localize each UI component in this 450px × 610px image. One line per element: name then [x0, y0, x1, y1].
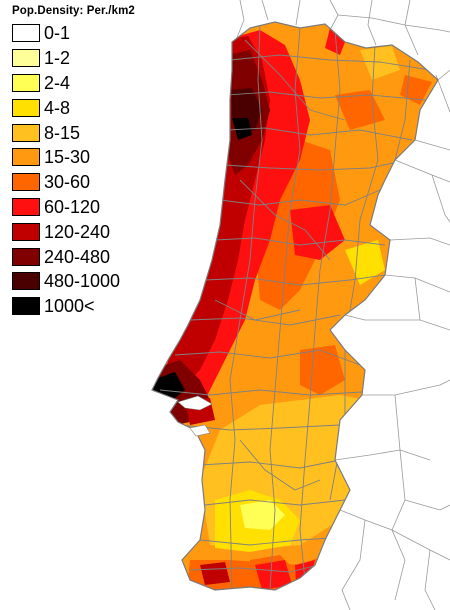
legend-label: 60-120: [44, 196, 101, 217]
legend-label: 8-15: [44, 122, 81, 143]
legend-swatch: [12, 24, 40, 43]
legend-swatch: [12, 98, 40, 117]
legend-item: 60-120: [12, 195, 135, 220]
legend-label: 480-1000: [44, 271, 121, 292]
legend-label: 4-8: [44, 97, 71, 118]
legend-label: 2-4: [44, 72, 71, 93]
legend-item: 120-240: [12, 219, 135, 244]
neighbor-borders: [235, 0, 450, 610]
legend-swatch: [12, 148, 40, 167]
legend-item: 30-60: [12, 170, 135, 195]
legend-swatch: [12, 173, 40, 192]
legend-items: 0-1 1-2 2-4 4-8 8-15 15-30 30-60 60-120 120-240 2…: [12, 21, 135, 319]
legend-swatch: [12, 49, 40, 68]
legend-item: 1-2: [12, 46, 135, 71]
legend-label: 120-240: [44, 221, 111, 242]
legend-item: 480-1000: [12, 269, 135, 294]
legend-item: 15-30: [12, 145, 135, 170]
portugal-outline: [151, 21, 439, 591]
legend-label: 1000<: [44, 296, 95, 317]
legend-label: 15-30: [44, 147, 91, 168]
tagus-estuary: [177, 395, 213, 411]
portugal-density-zones: [152, 22, 438, 590]
legend-item: 240-480: [12, 244, 135, 269]
sado-estuary: [189, 424, 211, 437]
legend: Pop.Density: Per./km2 0-1 1-2 2-4 4-8 8-15 15…: [12, 5, 135, 319]
legend-label: 30-60: [44, 172, 91, 193]
legend-item: 2-4: [12, 71, 135, 96]
legend-item: 4-8: [12, 95, 135, 120]
legend-item: 0-1: [12, 21, 135, 46]
legend-title: Pop.Density: Per./km2: [12, 5, 135, 17]
legend-item: 1000<: [12, 294, 135, 319]
legend-label: 0-1: [44, 23, 71, 44]
legend-label: 1-2: [44, 48, 71, 69]
legend-swatch: [12, 73, 40, 92]
legend-label: 240-480: [44, 246, 111, 267]
legend-swatch: [12, 272, 40, 291]
legend-swatch: [12, 222, 40, 241]
legend-swatch: [12, 123, 40, 142]
legend-swatch: [12, 297, 40, 316]
legend-item: 8-15: [12, 120, 135, 145]
legend-swatch: [12, 197, 40, 216]
legend-swatch: [12, 247, 40, 266]
